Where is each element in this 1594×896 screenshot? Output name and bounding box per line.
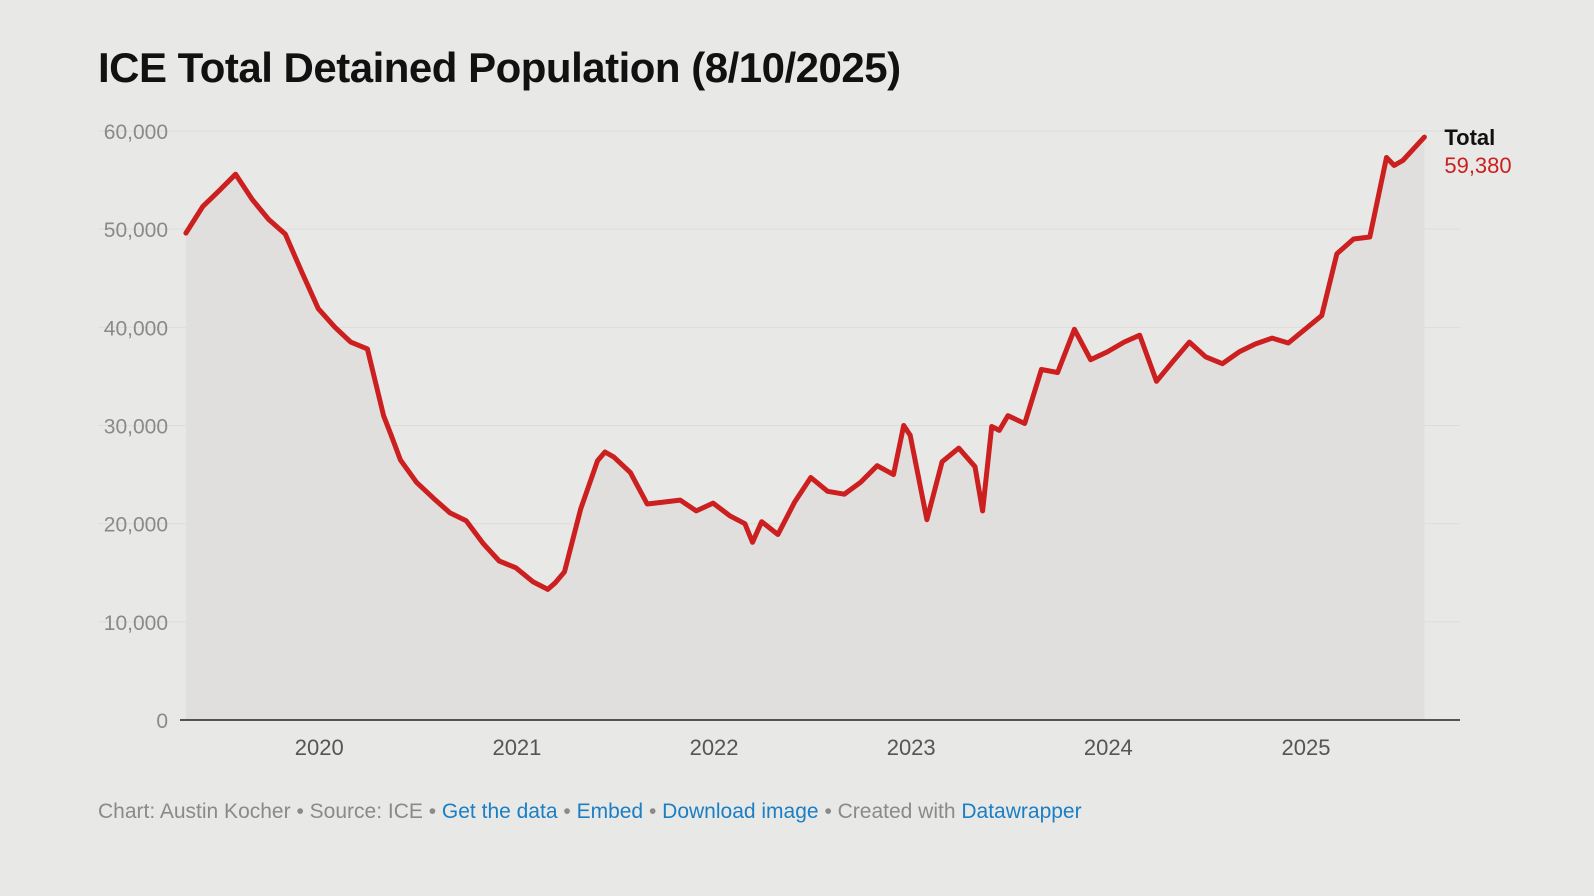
download-image-link[interactable]: Download image [662,800,819,823]
footer-source: Source: ICE [309,800,423,823]
series-label-total: Total [1444,125,1495,150]
series-area-fill [185,137,1425,721]
get-data-link[interactable]: Get the data [441,800,558,823]
series-last-value: 59,380 [1444,153,1511,178]
x-tick-label: 2023 [887,735,936,760]
x-axis: 2020 2021 2022 2023 2024 2025 [295,735,1331,760]
footer-sep: • [824,800,832,823]
x-tick-label: 2022 [690,735,739,760]
x-tick-label: 2021 [492,735,541,760]
footer: Chart: Austin Kocher • Source: ICE • Get… [98,800,1082,824]
footer-sep: • [296,800,304,823]
y-tick-label: 30,000 [104,416,168,439]
y-tick-label: 50,000 [104,219,168,242]
x-tick-label: 2024 [1084,735,1133,760]
y-axis: 0 10,000 20,000 30,000 40,000 50,000 60,000 [104,121,168,733]
footer-created-with: Created with [837,800,956,823]
x-tick-label: 2020 [295,735,344,760]
chart-title: ICE Total Detained Population (8/10/2025… [98,44,901,91]
footer-sep: • [428,800,437,823]
embed-link[interactable]: Embed [576,800,644,823]
y-tick-label: 10,000 [104,612,168,635]
y-tick-label: 20,000 [104,514,168,537]
y-tick-label: 60,000 [104,121,168,144]
datawrapper-link[interactable]: Datawrapper [961,800,1082,823]
y-tick-label: 40,000 [104,317,168,340]
y-tick-label: 0 [156,710,168,733]
series-line-total [183,134,1427,592]
x-tick-label: 2025 [1282,735,1331,760]
footer-sep: • [648,800,657,823]
footer-sep: • [563,800,571,823]
footer-credit: Chart: Austin Kocher [98,800,291,823]
